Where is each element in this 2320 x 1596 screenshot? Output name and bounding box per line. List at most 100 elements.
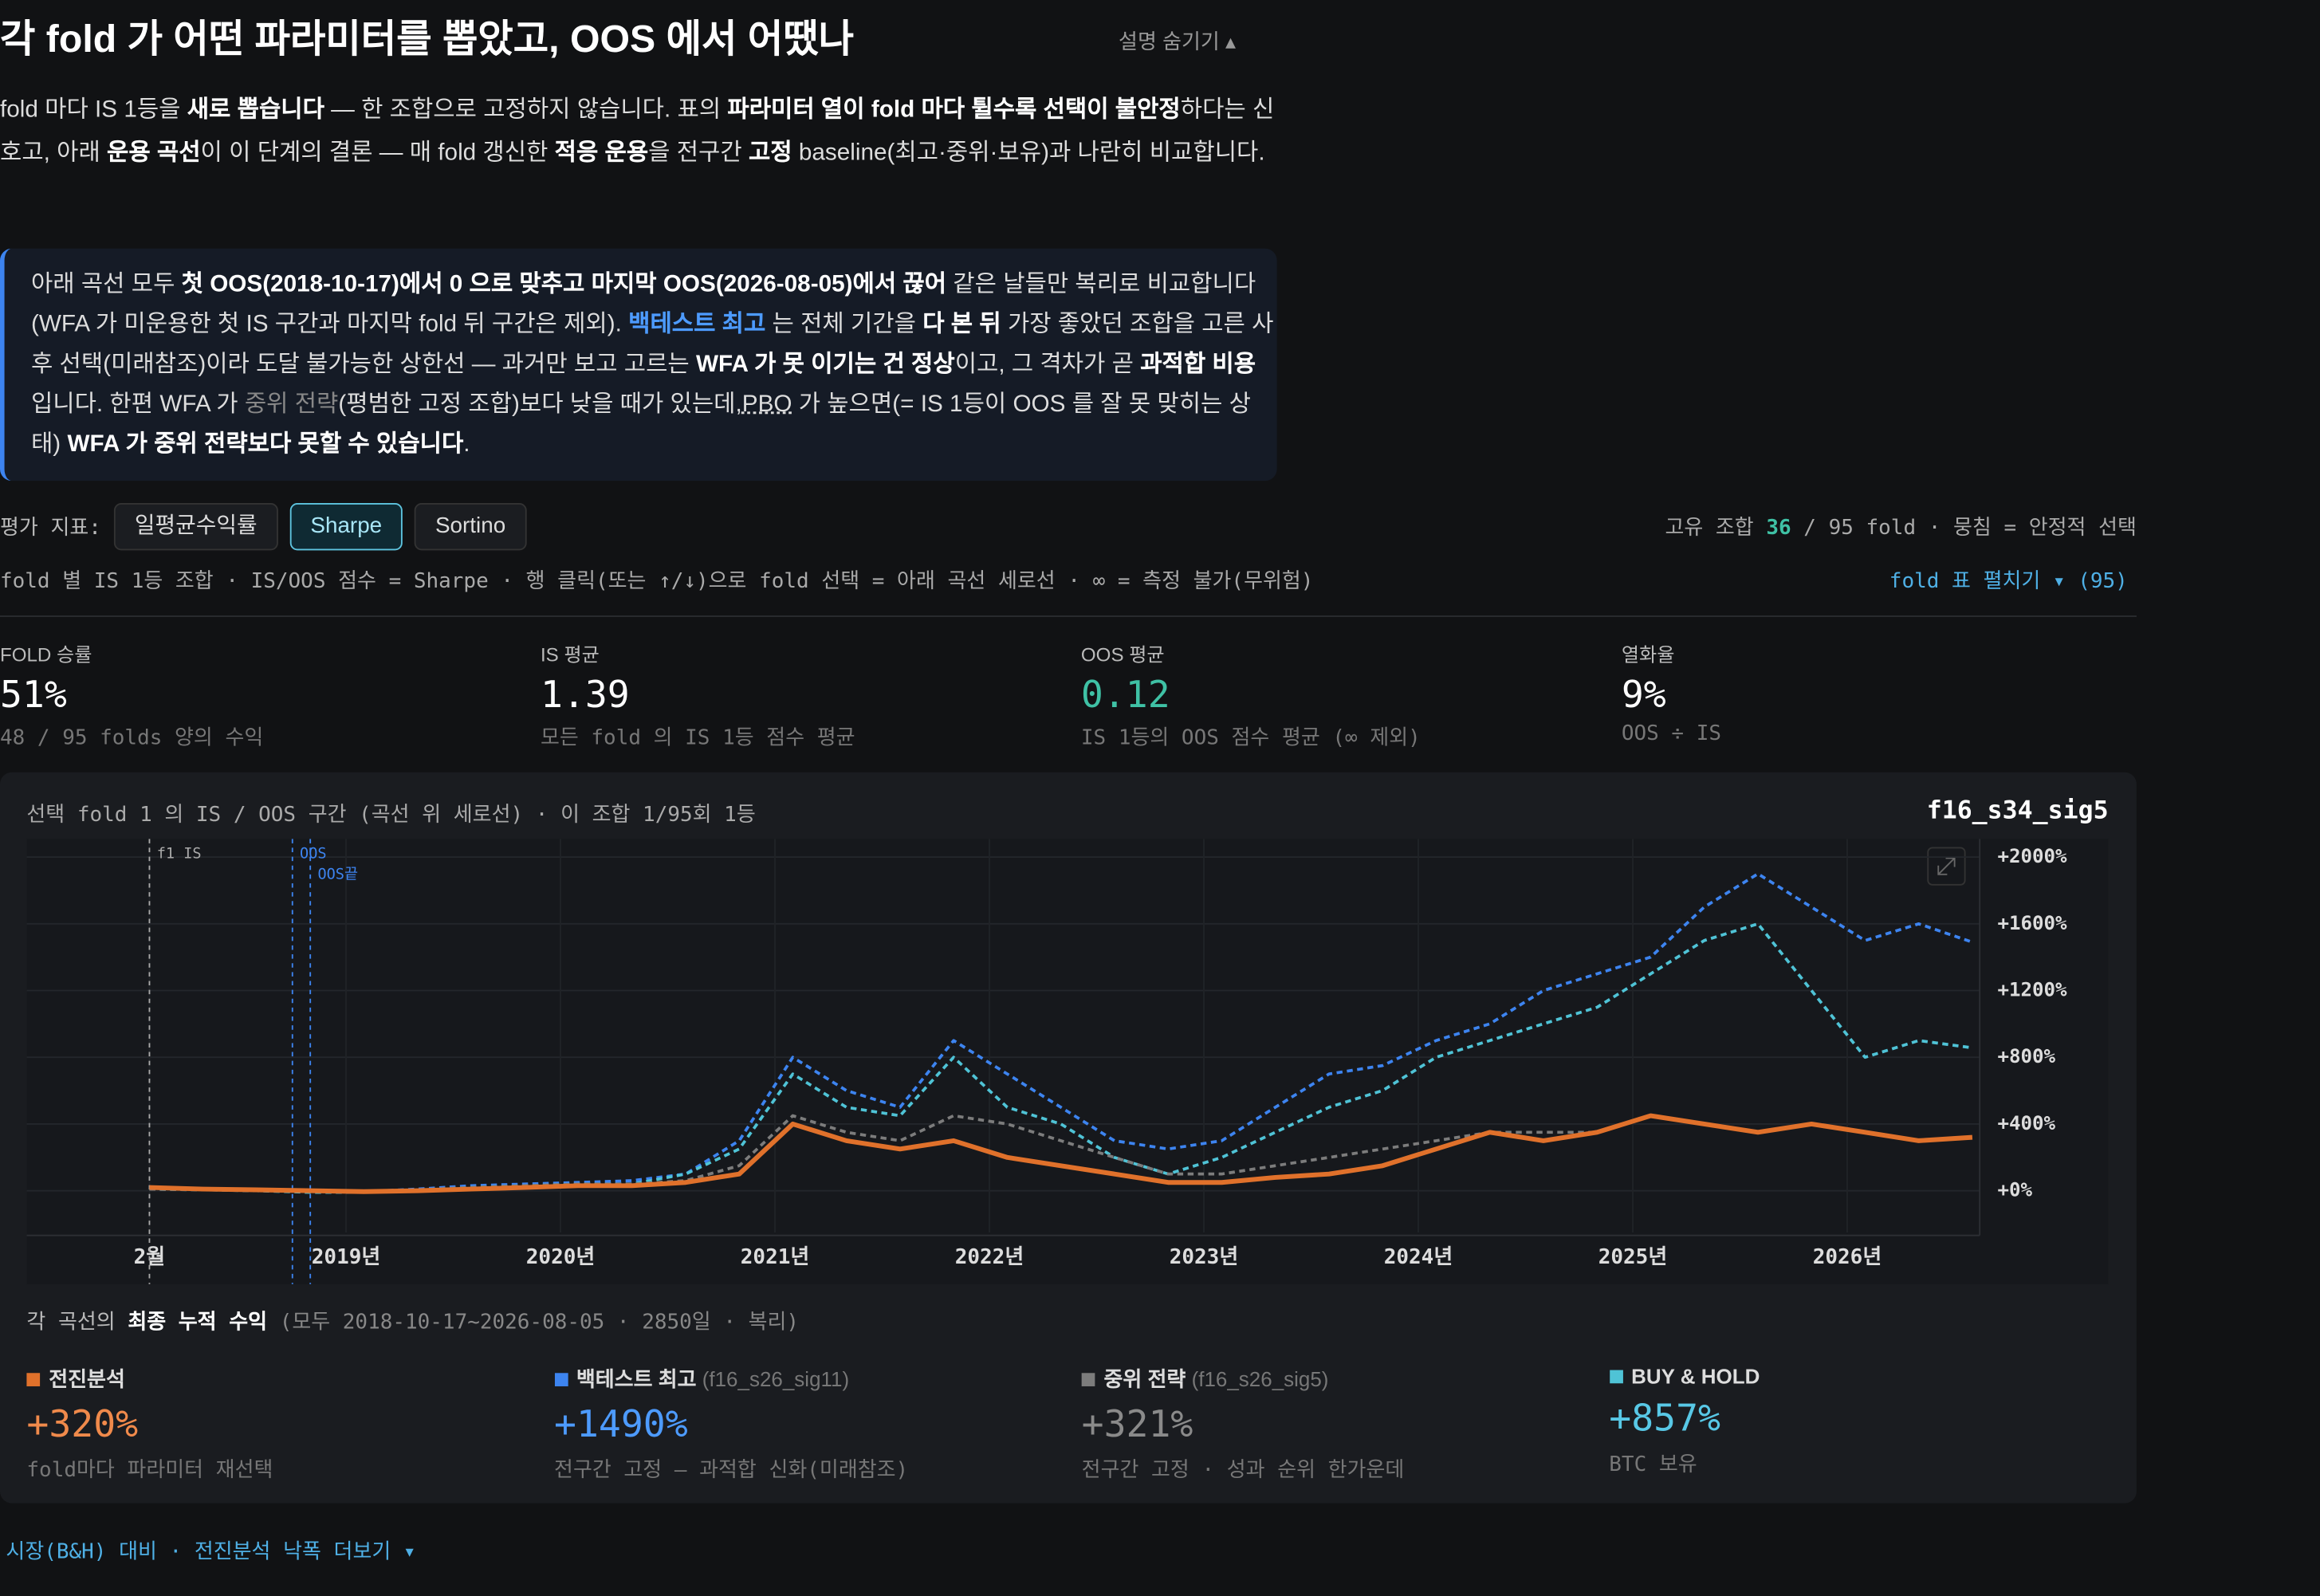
text-segment: — 한 조합으로 고정하지 않습니다. 표의 xyxy=(324,97,728,124)
stat-label: FOLD 승률 xyxy=(0,643,92,666)
y-tick-label: +2000% xyxy=(1997,845,2067,867)
text-segment: 가장 좋았던 조합을 고른 사후 선택(미래참조)이라 도달 불가능한 상한선 … xyxy=(30,312,1274,378)
y-tick-label: +800% xyxy=(1997,1045,2055,1067)
text-segment: 파라미터 열이 fold 마다 튈수록 선택이 불안정 xyxy=(727,97,1181,124)
text-segment: (평범한 고정 조합)보다 낮을 때가 있는데, xyxy=(338,391,742,418)
stat-value: 51% xyxy=(0,673,67,717)
y-tick-label: +1600% xyxy=(1997,912,2067,934)
metric-option[interactable]: Sharpe xyxy=(289,503,403,551)
stat-label: IS 평균 xyxy=(540,643,600,666)
text-segment: 하다는 신호고, 아래 xyxy=(0,97,1275,165)
y-tick-label: +1200% xyxy=(1997,979,2067,1001)
title: 각 fold 가 어떤 파라미터를 뽑았고, OOS 에서 어땠나 xyxy=(0,16,855,61)
more-link[interactable]: 시장(B&H) 대비 · 전진분석 낙폭 더보기 ▾ xyxy=(6,1539,416,1564)
text-segment: 최종 누적 수익 xyxy=(128,1311,268,1335)
final-name: 중위 전략 (f16_s26_sig5) xyxy=(1081,1364,1600,1394)
legend-swatch xyxy=(26,1373,41,1386)
text-segment: 새로 뽑습니다 xyxy=(187,97,324,124)
text-segment: 고정 xyxy=(748,140,792,165)
legend-swatch xyxy=(554,1373,568,1386)
series-line xyxy=(149,1113,1973,1194)
text-segment: WFA 가 못 이기는 건 정상 xyxy=(695,352,955,378)
text-segment: WFA 가 중위 전략보다 못할 수 있습니다 xyxy=(67,431,464,458)
text-segment: 과적합 비용 xyxy=(1140,352,1256,378)
stat-sub: OOS ÷ IS xyxy=(1621,721,1722,746)
legend-label: 백테스트 최고 xyxy=(576,1366,697,1391)
fold-marker-label: OOS끝 xyxy=(317,866,358,883)
text-segment: 다 본 뒤 xyxy=(922,312,1001,338)
legend-label: 전진분석 xyxy=(49,1366,125,1391)
toggle-description[interactable]: 설명 숨기기 ▴ xyxy=(1119,29,1237,53)
text-segment: 을 전구간 xyxy=(648,140,749,165)
fold-marker-label: OOS xyxy=(300,845,327,862)
final-value: +320% xyxy=(26,1402,139,1446)
final-value: +1490% xyxy=(554,1402,688,1446)
final-param: (f16_s26_sig5) xyxy=(1191,1366,1329,1391)
text-segment: 중위 전략 xyxy=(244,391,339,418)
stat-sub: IS 1등의 OOS 점수 평균 (∞ 제외) xyxy=(1080,726,1421,750)
text-segment: 는 전체 기간을 xyxy=(765,312,923,338)
x-tick-label: 2026년 xyxy=(1813,1245,1882,1269)
expand-button[interactable] xyxy=(1927,847,1966,886)
final-param: (f16_s26_sig11) xyxy=(702,1366,850,1391)
final-caption: 각 곡선의 최종 누적 수익 (모두 2018-10-17~2026-08-05… xyxy=(26,1307,799,1336)
expand-table[interactable]: fold 표 펼치기 ▾ (95) xyxy=(1889,569,2128,594)
text-segment: 이 이 단계의 결론 — 매 fold 갱신한 xyxy=(200,140,555,165)
final-name: 전진분석 xyxy=(26,1364,545,1394)
text-segment: 고유 조합 xyxy=(1665,516,1767,541)
text-segment: (모두 2018-10-17~2026-08-05 · 2850일 · 복리) xyxy=(267,1311,800,1335)
text-segment: 각 곡선의 xyxy=(26,1311,128,1335)
stat-value: 0.12 xyxy=(1080,673,1170,717)
stat-label: OOS 평균 xyxy=(1080,643,1165,666)
final-desc: BTC 보유 xyxy=(1609,1453,1697,1477)
x-tick-label: 2022년 xyxy=(955,1245,1024,1269)
final-desc: 전구간 고정 · 성과 순위 한가운데 xyxy=(1081,1458,1405,1483)
chart-caption: 선택 fold 1 의 IS / OOS 구간 (곡선 위 세로선) · 이 조… xyxy=(26,803,756,827)
hint: fold 별 IS 1등 조합 · IS/OOS 점수 = Sharpe · 행… xyxy=(0,569,1314,594)
text-segment: fold 마다 IS 1등을 xyxy=(0,97,187,124)
text-segment: / 95 fold · 뭉침 = 안정적 선택 xyxy=(1791,516,2137,541)
final-desc: 전구간 고정 — 과적합 신화(미래참조) xyxy=(554,1458,909,1483)
expand-icon xyxy=(1937,857,1956,875)
stat: OOS 평균 0.12 IS 1등의 OOS 점수 평균 (∞ 제외) xyxy=(1081,639,1614,752)
legend-swatch xyxy=(1081,1373,1095,1386)
text-segment: PBO xyxy=(741,391,792,418)
stat-sub: 모든 fold 의 IS 1등 점수 평균 xyxy=(540,726,855,750)
divider xyxy=(0,615,2137,617)
final-value: +857% xyxy=(1609,1396,1720,1440)
final-desc: fold마다 파라미터 재선택 xyxy=(26,1458,273,1483)
x-tick-label: 2025년 xyxy=(1598,1245,1667,1269)
metric-option[interactable]: 일평균수익률 xyxy=(113,503,278,551)
final-name: 백테스트 최고 (f16_s26_sig11) xyxy=(554,1364,1072,1394)
unique-combos: 고유 조합 36 / 95 fold · 뭉침 = 안정적 선택 xyxy=(1665,512,2136,541)
text-segment: 운용 곡선 xyxy=(107,140,201,165)
text-segment: 같은 날들만 복리로 비교합니다(WFA 가 미운용한 첫 IS 구간과 마지막… xyxy=(30,272,1256,338)
x-tick-label: 2019년 xyxy=(312,1245,380,1269)
legend-label: 중위 전략 xyxy=(1103,1366,1186,1391)
y-tick-label: +400% xyxy=(1997,1112,2055,1134)
stat: FOLD 승률 51% 48 / 95 folds 양의 수익 xyxy=(0,639,533,752)
callout: 아래 곡선 모두 첫 OOS(2018-10-17)에서 0 으로 맞추고 마지… xyxy=(0,248,1277,482)
text-segment: 36 xyxy=(1766,516,1791,541)
text-segment: 가 높으면(= IS 1등이 OOS 를 잘 못 맞히는 상태) xyxy=(30,391,1251,458)
x-tick-label: 2021년 xyxy=(741,1245,809,1269)
metric-option[interactable]: Sortino xyxy=(415,503,527,551)
combo-name: f16_s34_sig5 xyxy=(1926,796,2109,826)
y-tick-label: +0% xyxy=(1997,1179,2032,1201)
text-segment: 이고, 그 격차가 곧 xyxy=(954,352,1141,378)
legend-swatch xyxy=(1609,1370,1622,1384)
final-item: 중위 전략 (f16_s26_sig5) +321% 전구간 고정 · 성과 순위 … xyxy=(1081,1364,1600,1484)
final-item: 전진분석 +320% fold마다 파라미터 재선택 xyxy=(26,1364,545,1484)
stat-value: 1.39 xyxy=(540,673,630,717)
metric-label: 평가 지표: xyxy=(0,516,101,541)
final-name: BUY & HOLD xyxy=(1609,1364,2127,1388)
x-tick-label: 2023년 xyxy=(1170,1245,1238,1269)
final-value: +321% xyxy=(1081,1402,1193,1446)
final-item: 백테스트 최고 (f16_s26_sig11) +1490% 전구간 고정 — 과적… xyxy=(554,1364,1072,1484)
legend-label: BUY & HOLD xyxy=(1631,1364,1760,1388)
intro: fold 마다 IS 1등을 새로 뽑습니다 — 한 조합으로 고정하지 않습니… xyxy=(0,90,1276,175)
x-tick-label: 2020년 xyxy=(526,1245,595,1269)
plot-bg xyxy=(26,839,2109,1284)
chart: +0%+400%+800%+1200%+1600%+2000%2월 2019년 20… xyxy=(26,839,2109,1284)
